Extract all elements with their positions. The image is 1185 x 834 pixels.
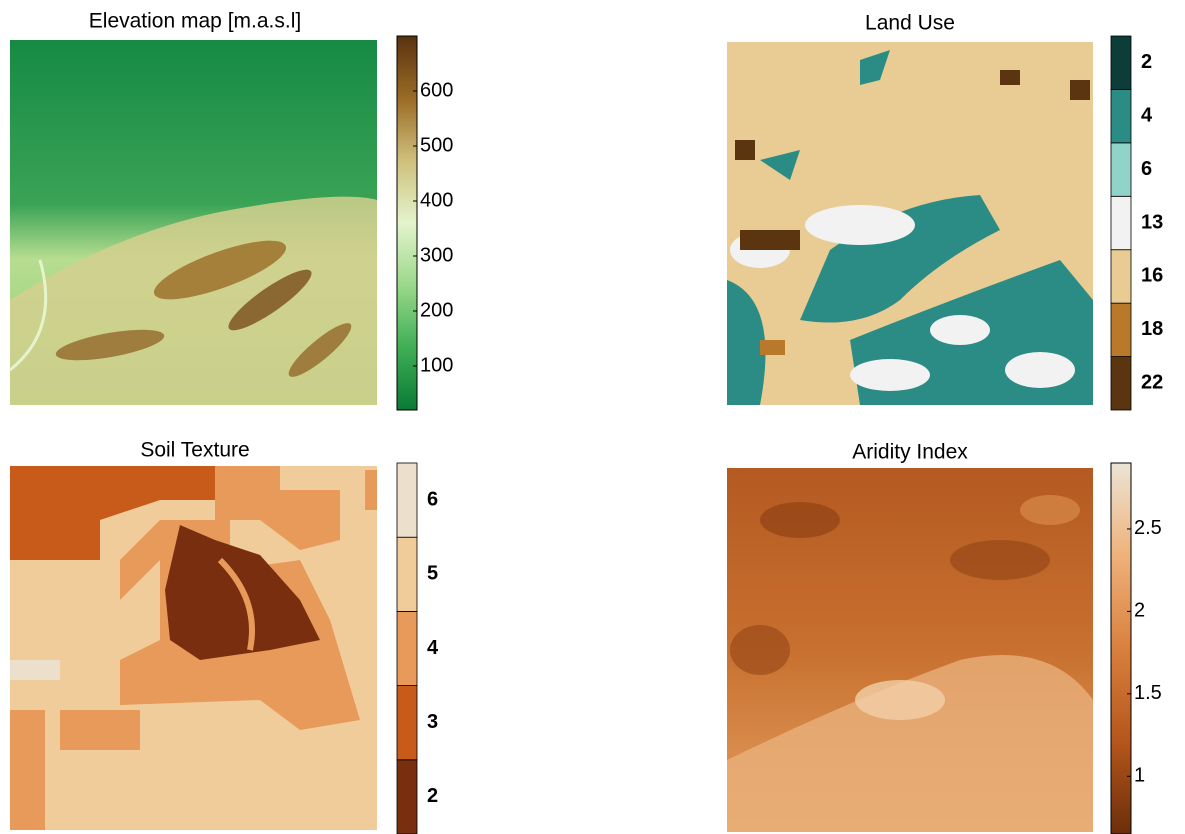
- page: Elevation map [m.a.s.l] 100 200 300 400 500 60…: [0, 0, 1185, 834]
- tick-label: 2: [1134, 600, 1145, 622]
- soil-texture-map: [10, 466, 377, 830]
- colorbar-class: [397, 760, 417, 834]
- colorbar-class: [397, 611, 417, 685]
- colorbar-class: [1111, 250, 1131, 303]
- class-label: 18: [1141, 318, 1163, 340]
- class-label: 2: [427, 785, 438, 807]
- colorbar-class: [397, 537, 417, 611]
- class-label: 4: [427, 637, 439, 659]
- colorbar-class: [1111, 357, 1131, 410]
- class-label: 4: [1141, 104, 1153, 126]
- aridity-map: [727, 468, 1093, 832]
- tick-label: 200: [420, 299, 453, 321]
- tick-label: 1: [1134, 765, 1145, 787]
- panel-title: Aridity Index: [852, 441, 968, 464]
- colorbar-class: [1111, 303, 1131, 356]
- class-label: 6: [1141, 158, 1152, 180]
- colorbar-class: [1111, 36, 1131, 89]
- colorbar: [1111, 463, 1131, 834]
- colorbar-class: [1111, 89, 1131, 142]
- colorbar-class: [1111, 196, 1131, 249]
- panel-title: Soil Texture: [140, 439, 249, 462]
- elevation-map: [10, 40, 377, 405]
- colorbar-class: [397, 463, 417, 537]
- tick-label: 2.5: [1134, 517, 1162, 539]
- tick-label: 1.5: [1134, 682, 1162, 704]
- class-label: 13: [1141, 211, 1163, 233]
- tick-label: 100: [420, 354, 453, 376]
- tick-label: 500: [420, 134, 453, 156]
- panel-title: Elevation map [m.a.s.l]: [89, 10, 301, 33]
- panel-title: Land Use: [865, 12, 955, 35]
- colorbar-class: [397, 686, 417, 760]
- class-label: 5: [427, 563, 438, 585]
- class-label: 3: [427, 711, 438, 733]
- class-label: 22: [1141, 372, 1163, 394]
- tick-label: 600: [420, 79, 453, 101]
- figure: Elevation map [m.a.s.l] 100 200 300 400 500 60…: [0, 0, 1185, 834]
- tick-label: 400: [420, 189, 453, 211]
- tick-label: 300: [420, 244, 453, 266]
- class-label: 2: [1141, 51, 1152, 73]
- colorbar: [397, 36, 417, 410]
- class-label: 16: [1141, 265, 1163, 287]
- land-use-map: [727, 42, 1093, 405]
- class-label: 6: [427, 488, 438, 510]
- colorbar-class: [1111, 143, 1131, 196]
